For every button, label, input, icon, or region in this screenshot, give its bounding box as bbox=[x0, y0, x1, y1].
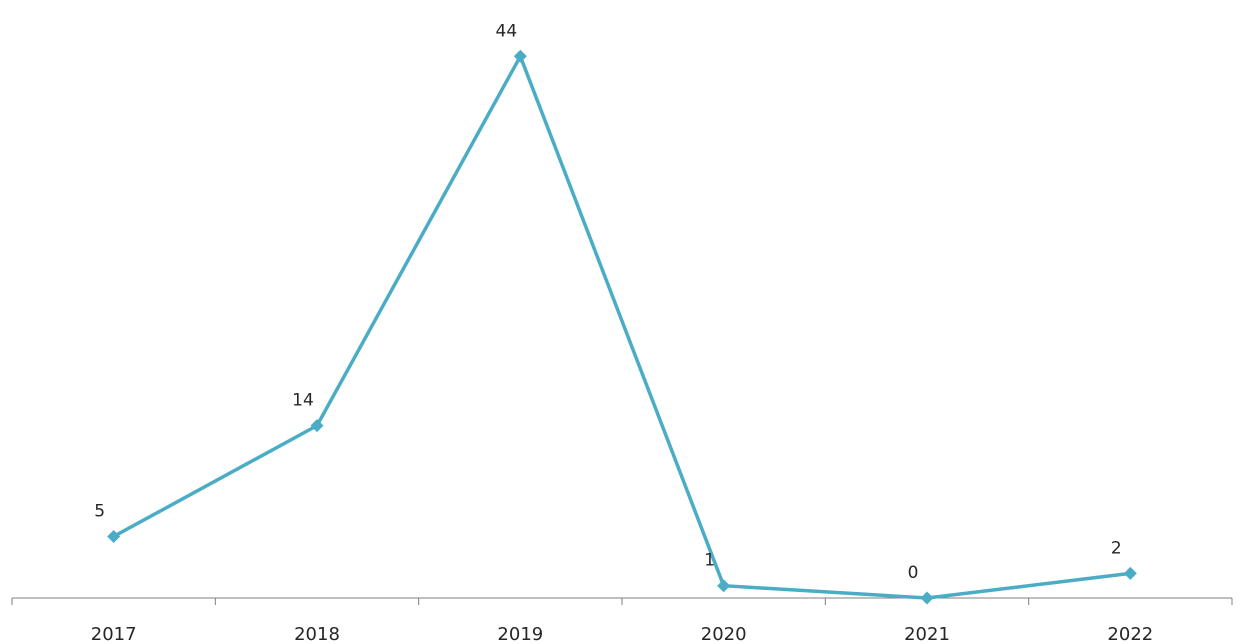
x-tick-label: 2022 bbox=[1107, 624, 1153, 644]
data-point-marker bbox=[310, 419, 324, 433]
data-label: 44 bbox=[496, 21, 518, 41]
x-axis: 2017 2018 2019 2020 2021 2022 bbox=[11, 597, 1233, 644]
data-point-marker bbox=[513, 49, 527, 63]
data-label-layer: 5 14 44 1 0 2 bbox=[94, 21, 1121, 583]
data-label: 14 bbox=[292, 391, 314, 411]
series-line bbox=[111, 54, 1133, 600]
data-point-marker bbox=[717, 579, 731, 593]
data-point-marker bbox=[1123, 566, 1137, 580]
data-label: 0 bbox=[908, 563, 919, 583]
marker-layer bbox=[107, 49, 1137, 605]
data-label: 2 bbox=[1111, 538, 1122, 558]
x-tick-label: 2020 bbox=[701, 624, 747, 644]
x-tick-label: 2019 bbox=[497, 624, 543, 644]
x-tick-label: 2017 bbox=[91, 624, 137, 644]
data-label: 1 bbox=[704, 551, 715, 571]
x-tick-label: 2018 bbox=[294, 624, 340, 644]
x-tick-label: 2021 bbox=[904, 624, 950, 644]
data-point-marker bbox=[920, 591, 934, 605]
series-layer bbox=[111, 54, 1133, 600]
data-label: 5 bbox=[94, 501, 105, 521]
data-point-marker bbox=[107, 529, 121, 543]
